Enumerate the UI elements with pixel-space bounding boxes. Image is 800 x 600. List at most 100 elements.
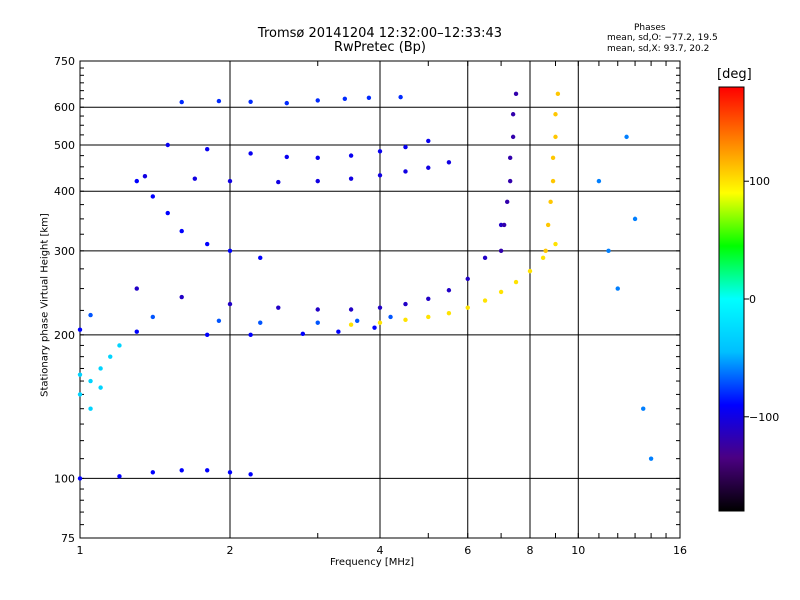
echo-point — [336, 329, 341, 334]
x-tick-label: 1 — [77, 544, 84, 557]
echo-point — [426, 296, 431, 301]
y-tick-label: 300 — [54, 245, 75, 258]
echo-point — [398, 94, 403, 100]
echo-point — [150, 194, 156, 199]
echo-point — [248, 472, 253, 477]
echo-point — [142, 174, 148, 179]
echo-point — [227, 301, 233, 307]
x-tick-label: 6 — [464, 544, 471, 557]
echo-point — [540, 255, 546, 261]
echo-point — [88, 378, 93, 384]
echo-point — [553, 241, 558, 247]
echo-point — [446, 310, 452, 316]
echo-point — [258, 320, 263, 325]
y-tick-label: 75 — [61, 532, 75, 545]
echo-point — [388, 314, 393, 320]
echo-point — [150, 314, 156, 320]
echo-point — [553, 112, 558, 117]
echo-point — [77, 327, 83, 332]
echo-point — [426, 165, 431, 170]
echo-point — [165, 142, 170, 148]
y-tick-label: 500 — [54, 139, 75, 152]
echo-point — [482, 255, 488, 261]
echo-point — [276, 305, 281, 310]
echo-point — [134, 178, 139, 184]
echo-point — [403, 301, 408, 307]
echo-point — [606, 248, 611, 254]
echo-point — [354, 318, 360, 323]
echo-point — [426, 138, 431, 144]
echo-point — [632, 216, 638, 222]
echo-point — [377, 173, 383, 178]
echo-point — [98, 366, 103, 371]
x-tick-label: 16 — [673, 544, 687, 557]
x-tick-label: 2 — [227, 544, 234, 557]
stats-x-mode: mean, sd,X: 93.7, 20.2 — [607, 44, 710, 54]
echo-point — [596, 178, 602, 184]
echo-point — [615, 286, 620, 291]
echo-point — [377, 320, 383, 325]
echo-point — [446, 288, 452, 293]
echo-point — [465, 305, 470, 310]
echo-point — [446, 160, 452, 165]
echo-point — [507, 155, 513, 161]
echo-point — [403, 144, 408, 150]
echo-point — [550, 155, 556, 161]
echo-point — [77, 392, 83, 397]
echo-point — [507, 178, 513, 184]
echo-point — [204, 146, 210, 152]
echo-point — [403, 317, 408, 323]
echo-point — [77, 372, 83, 377]
echo-point — [248, 99, 253, 104]
x-tick-label: 4 — [377, 544, 384, 557]
echo-point — [315, 98, 320, 103]
echo-point — [248, 151, 253, 156]
echo-point — [315, 155, 320, 161]
y-axis-label: Stationary phase Virtual Height [km] — [39, 213, 51, 397]
echo-point — [426, 314, 431, 320]
echo-point — [117, 343, 122, 348]
echo-point — [513, 91, 519, 97]
colorbar-tick-label: −100 — [749, 411, 779, 424]
echo-point — [179, 228, 184, 234]
echo-point — [300, 331, 306, 336]
echo-point — [527, 268, 533, 274]
echo-point — [504, 199, 510, 205]
chart-title: Tromsø 20141204 12:32:00–12:33:43 — [257, 26, 503, 41]
echo-point — [315, 320, 320, 325]
echo-point — [342, 96, 348, 101]
echo-point — [134, 329, 139, 334]
echo-point — [108, 354, 113, 359]
y-tick-label: 400 — [54, 185, 75, 198]
echo-point — [98, 385, 103, 390]
echo-point — [377, 149, 383, 154]
echo-point — [372, 325, 377, 330]
colorbar — [718, 86, 745, 512]
echo-point — [204, 468, 210, 473]
echo-point — [117, 474, 122, 479]
echo-point — [624, 134, 629, 140]
echo-point — [465, 276, 470, 282]
echo-point — [88, 312, 93, 318]
chart-subtitle: RwPretec (Bp) — [333, 40, 427, 55]
echo-point — [555, 91, 561, 97]
stats-heading: Phases — [634, 23, 666, 33]
echo-point — [553, 134, 558, 140]
echo-point — [543, 248, 548, 254]
echo-point — [227, 178, 233, 184]
echo-point — [248, 332, 253, 338]
echo-point — [258, 255, 263, 261]
stats-o-mode: mean, sd,O: −77.2, 19.5 — [607, 33, 718, 43]
echo-point — [545, 222, 551, 228]
echo-point — [179, 294, 184, 300]
echo-point — [284, 154, 289, 160]
echo-point — [276, 179, 281, 185]
echo-point — [550, 178, 556, 184]
echo-point — [284, 100, 289, 106]
y-tick-label: 100 — [54, 472, 75, 485]
echo-point — [165, 210, 170, 216]
y-tick-label: 600 — [54, 101, 75, 114]
y-tick-label: 750 — [54, 55, 75, 68]
echo-point — [204, 241, 210, 247]
